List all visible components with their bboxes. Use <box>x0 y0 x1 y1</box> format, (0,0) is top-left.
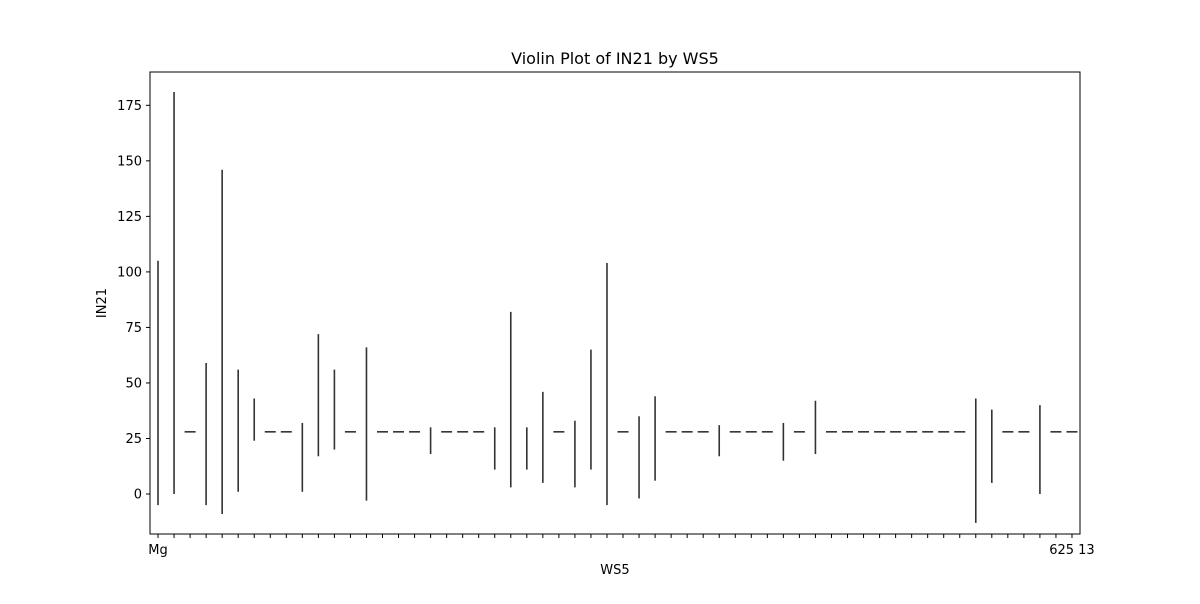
y-tick-label: 50 <box>125 376 142 391</box>
plot-frame <box>149 71 1081 535</box>
x-axis-label: WS5 <box>600 563 629 578</box>
y-tick-label: 25 <box>125 432 142 447</box>
y-tick-label: 175 <box>117 99 142 114</box>
y-tick-label: 125 <box>117 210 142 225</box>
x-tick-label: Mg <box>148 543 167 558</box>
plot-area: 0 25 50 75 100 125 150 175 Mg 625 13 <box>117 71 1095 558</box>
y-tick-label: 100 <box>117 265 142 280</box>
y-axis-label: IN21 <box>95 288 110 318</box>
x-tick-label: 625 13 <box>1049 543 1095 558</box>
chart-title: Violin Plot of IN21 by WS5 <box>511 49 719 68</box>
y-tick-label: 150 <box>117 154 142 169</box>
y-tick-label: 75 <box>125 321 142 336</box>
y-tick-label: 0 <box>134 488 142 503</box>
